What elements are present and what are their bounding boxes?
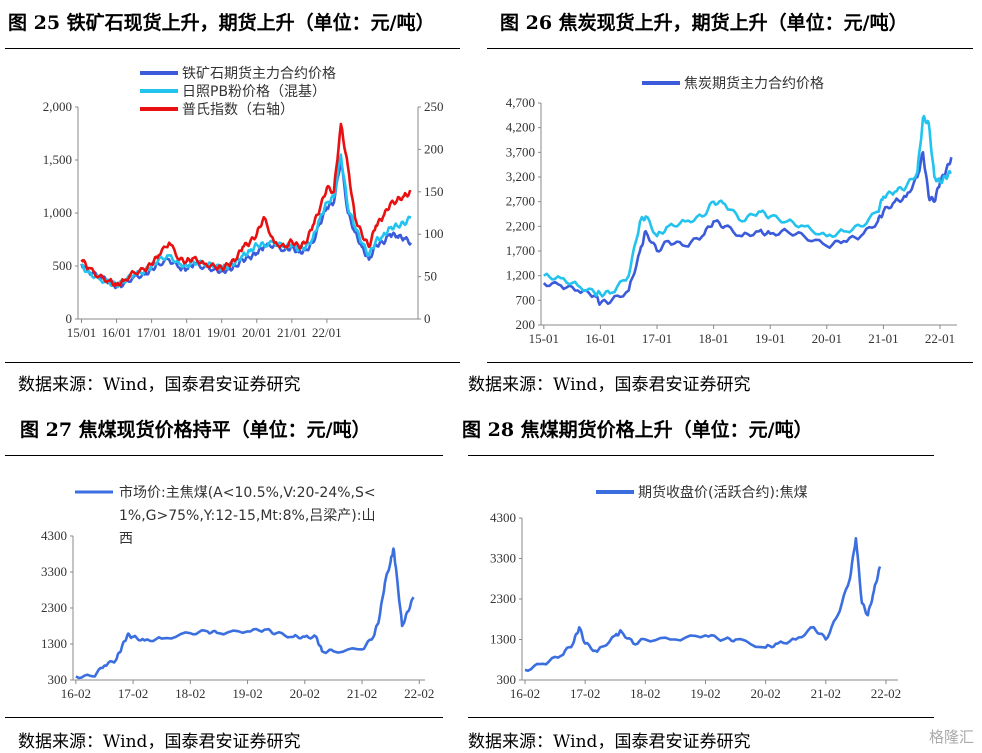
- x-tick-label: 17-02: [118, 686, 148, 701]
- x-tick-label: 17-01: [642, 331, 672, 346]
- x-tick-label: 22-02: [404, 686, 434, 701]
- y-tick-label: 4300: [41, 528, 67, 543]
- y2-tick-label: 50: [424, 269, 437, 284]
- y-tick-label: 300: [48, 672, 68, 687]
- y-tick-label: 2,700: [506, 194, 535, 209]
- watermark: 格隆汇: [928, 728, 974, 746]
- x-tick-label: 20-01: [812, 331, 842, 346]
- figure-25-title: 图 25 铁矿石现货上升，期货上升（单位：元/吨）: [8, 12, 435, 34]
- x-tick-label: 16-02: [61, 686, 91, 701]
- series-line-0: [80, 158, 413, 290]
- y2-tick-label: 250: [424, 99, 444, 114]
- x-tick-label: 19-02: [690, 686, 720, 701]
- x-tick-label: 18-02: [630, 686, 660, 701]
- y-tick-label: 500: [53, 258, 73, 273]
- figure-26-source: 数据来源：Wind，国泰君安证券研究: [468, 375, 751, 395]
- x-tick-label: 17-02: [570, 686, 600, 701]
- y-tick-label: 3,200: [506, 169, 535, 184]
- series-line-0: [524, 537, 882, 672]
- x-tick-label: 18-01: [698, 331, 728, 346]
- legend-label: 铁矿石期货主力合约价格: [182, 65, 336, 82]
- y-tick-label: 2300: [490, 591, 516, 606]
- y-tick-label: 4,200: [506, 120, 535, 135]
- legend-label: 日照PB粉价格（混基）: [182, 83, 326, 100]
- coke-chart: 200 700 1,200 1,700 2,200 2,700 3,200 3,700 4,20…: [506, 75, 957, 346]
- figure-28-rule: [468, 455, 934, 456]
- x-tick-label: 16-01: [585, 331, 615, 346]
- series-line-2: [80, 122, 412, 287]
- y-tick-label: 1,700: [506, 243, 535, 258]
- y-tick-label: 1,000: [43, 205, 72, 220]
- figure-28-source: 数据来源：Wind，国泰君安证券研究: [468, 732, 751, 752]
- series-line-0: [75, 547, 415, 680]
- y-tick-label: 2300: [41, 600, 67, 615]
- legend-label: 1%,G>75%,Y:12-15,Mt:8%,吕梁产):山: [119, 508, 375, 524]
- x-tick-label: 15/01: [67, 325, 97, 340]
- legend-label: 焦炭期货主力合约价格: [684, 75, 824, 92]
- x-tick-label: 21-01: [868, 331, 898, 346]
- y-tick-label: 2,200: [506, 218, 535, 233]
- legend-label: 市场价:主焦煤(A<10.5%,V:20-24%,S<: [119, 484, 376, 501]
- y-tick-label: 2,000: [43, 99, 72, 114]
- x-tick-label: 20-02: [290, 686, 320, 701]
- series-line-1: [80, 153, 412, 289]
- y-tick-label: 1,200: [506, 268, 535, 283]
- series-line-0: [542, 151, 953, 306]
- figure-27-source: 数据来源：Wind，国泰君安证券研究: [18, 732, 301, 752]
- x-tick-label: 19-01: [755, 331, 785, 346]
- x-tick-label: 16-02: [510, 686, 540, 701]
- x-tick-label: 22/01: [312, 325, 342, 340]
- x-tick-label: 22-01: [925, 331, 955, 346]
- x-tick-label: 17/01: [137, 325, 167, 340]
- iron-ore-chart: 0 500 1,000 1,500 2,000 0 50 100 150 200 250 15/01 1…: [43, 65, 444, 340]
- x-tick-label: 15-01: [529, 331, 559, 346]
- x-tick-label: 22-02: [871, 686, 901, 701]
- figure-25-rule: [5, 48, 460, 49]
- series-line-1: [543, 114, 952, 298]
- figure-27-rule: [5, 455, 443, 456]
- figure-26-rule: [487, 48, 973, 49]
- x-tick-label: 21-02: [811, 686, 841, 701]
- x-tick-label: 18-02: [175, 686, 205, 701]
- figure-26-title: 图 26 焦炭现货上升，期货上升（单位：元/吨）: [500, 12, 908, 34]
- figure-26-bottom-rule: [487, 362, 973, 363]
- y-tick-label: 700: [516, 292, 536, 307]
- x-tick-label: 21/01: [277, 325, 307, 340]
- figure-25-source: 数据来源：Wind，国泰君安证券研究: [18, 375, 301, 395]
- y-tick-label: 1300: [41, 636, 67, 651]
- y-tick-label: 200: [516, 317, 536, 332]
- figure-25-bottom-rule: [5, 362, 460, 363]
- y-tick-label: 300: [497, 672, 517, 687]
- y-tick-label: 3300: [41, 564, 67, 579]
- y-tick-label: 3,700: [506, 144, 535, 159]
- coking-coal-futures-chart: 300 1300 2300 3300 4300 16-02 17-02 18-02 19-02 2…: [490, 484, 901, 701]
- x-tick-label: 19-02: [232, 686, 262, 701]
- x-tick-label: 16/01: [102, 325, 132, 340]
- x-tick-label: 20/01: [242, 325, 272, 340]
- x-tick-label: 18/01: [172, 325, 202, 340]
- y-tick-label: 1,500: [43, 152, 72, 167]
- y-tick-label: 1300: [490, 632, 516, 647]
- y2-tick-label: 0: [424, 311, 431, 326]
- legend-label: 西: [119, 531, 133, 547]
- y-tick-label: 3300: [490, 551, 516, 566]
- legend-label: 普氏指数（右轴）: [182, 102, 294, 118]
- y2-tick-label: 100: [424, 226, 444, 241]
- figure-28-bottom-rule: [468, 717, 934, 718]
- legend-label: 期货收盘价(活跃合约):焦煤: [638, 484, 808, 501]
- x-tick-label: 20-02: [750, 686, 780, 701]
- coking-coal-spot-chart: 300 1300 2300 3300 4300 16-02 17-02 18-02 19-02 2…: [41, 484, 434, 701]
- x-tick-label: 19/01: [207, 325, 237, 340]
- y-tick-label: 4,700: [506, 95, 535, 110]
- y2-tick-label: 150: [424, 184, 444, 199]
- y-tick-label: 0: [66, 311, 73, 326]
- x-tick-label: 21-02: [347, 686, 377, 701]
- figure-27-bottom-rule: [5, 717, 443, 718]
- figure-27-title: 图 27 焦煤现货价格持平（单位：元/吨）: [20, 419, 371, 441]
- y2-tick-label: 200: [424, 141, 444, 156]
- y-tick-label: 4300: [490, 510, 516, 525]
- figure-28-title: 图 28 焦煤期货价格上升（单位：元/吨）: [462, 419, 813, 441]
